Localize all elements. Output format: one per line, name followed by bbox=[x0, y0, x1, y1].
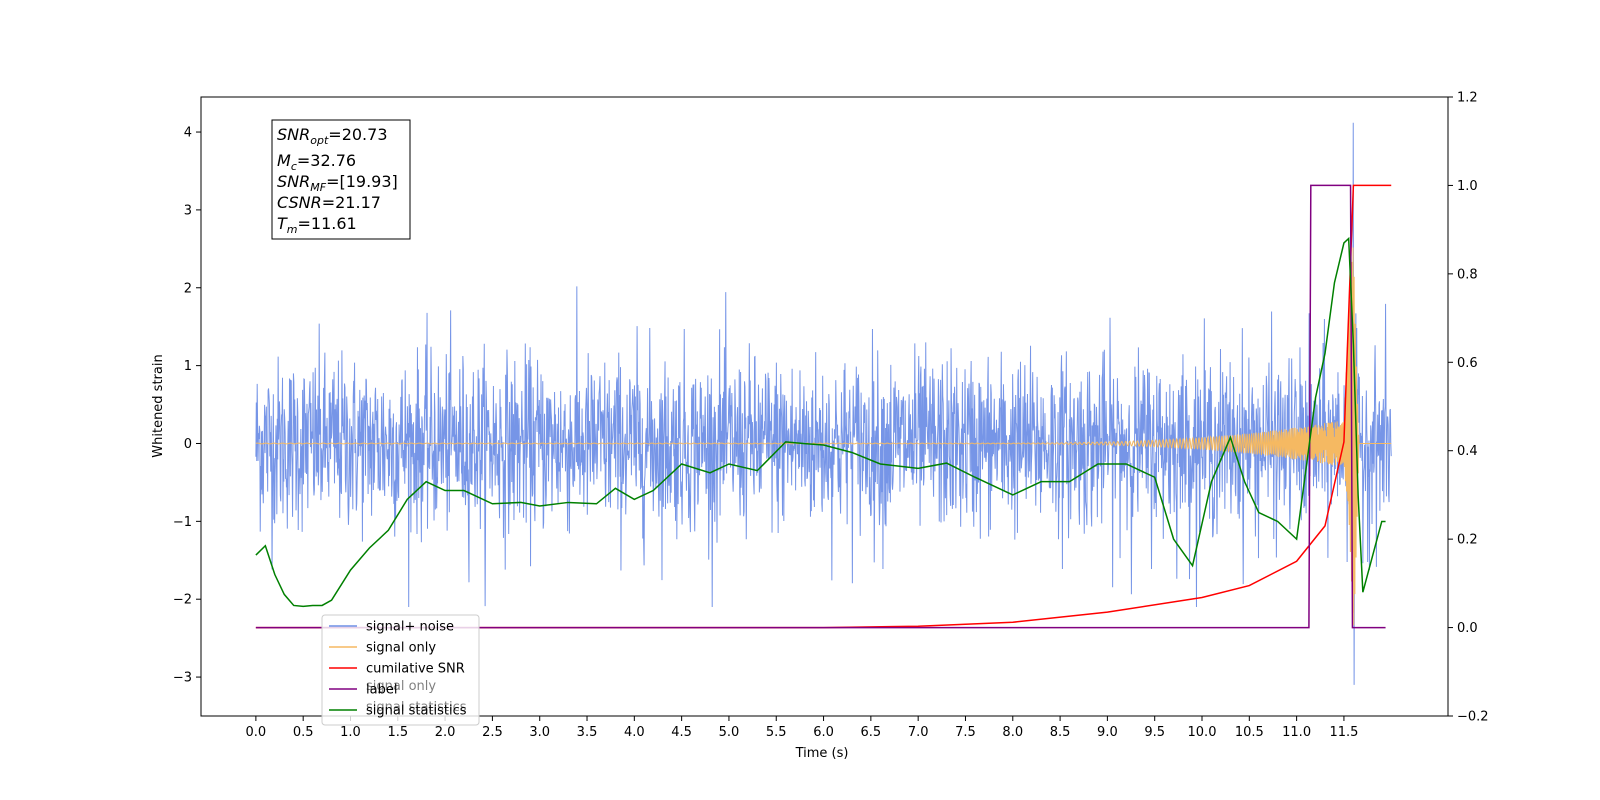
x-tick-label: 5.0 bbox=[719, 725, 740, 740]
y-right-tick-label: 0.0 bbox=[1457, 621, 1478, 636]
y-right-tick-label: 0.4 bbox=[1457, 444, 1478, 459]
y-left-tick-label: −2 bbox=[173, 593, 192, 608]
x-tick-label: 6.5 bbox=[861, 725, 882, 740]
annotation-line: CSNR=21.17 bbox=[277, 193, 381, 212]
x-tick-label: 4.5 bbox=[671, 725, 692, 740]
x-tick-label: 4.0 bbox=[624, 725, 645, 740]
x-tick-label: 7.0 bbox=[908, 725, 929, 740]
x-tick-label: 6.0 bbox=[813, 725, 834, 740]
x-tick-label: 7.5 bbox=[955, 725, 976, 740]
y-right-tick-label: 0.6 bbox=[1457, 356, 1478, 371]
legend-items: signal+ noise signal only cumilative SNR la… bbox=[329, 620, 467, 719]
x-tick-label: 9.5 bbox=[1144, 725, 1165, 740]
x-tick-label: 0.5 bbox=[293, 725, 314, 740]
x-tick-label: 11.0 bbox=[1282, 725, 1311, 740]
legend-label: signal only bbox=[366, 641, 436, 656]
y-right-tick-label: 1.0 bbox=[1457, 179, 1478, 194]
y-axis-title: Whitened strain bbox=[151, 354, 166, 457]
x-tick-label: 8.0 bbox=[1002, 725, 1023, 740]
y-left-tick-label: 1 bbox=[184, 359, 192, 374]
y-left-tick-label: 2 bbox=[184, 281, 192, 296]
x-tick-label: 1.5 bbox=[387, 725, 408, 740]
annotation-line: Mc=32.76 bbox=[277, 151, 356, 173]
y-left-tick-label: 0 bbox=[184, 437, 192, 452]
axes-frame bbox=[200, 96, 1449, 717]
series-signal-statistics bbox=[255, 236, 1386, 608]
y-right-tick-label: 0.8 bbox=[1457, 267, 1478, 282]
series-signal-noise bbox=[255, 122, 1392, 685]
x-tick-label: 10.0 bbox=[1188, 725, 1217, 740]
y-left-tick-label: 3 bbox=[184, 203, 192, 218]
y-axis-right: 1.2 1.0 0.8 0.6 0.4 0.2 0.0 −0.2 bbox=[1448, 91, 1489, 725]
annotation-box: SNRopt=20.73 Mc=32.76SNRMF=[19.93]CSNR=21… bbox=[271, 119, 411, 240]
y-left-tick-label: −1 bbox=[173, 515, 192, 530]
x-axis-title: Time (s) bbox=[795, 746, 849, 761]
y-right-tick-label: −0.2 bbox=[1457, 710, 1489, 725]
x-tick-label: 11.5 bbox=[1329, 725, 1358, 740]
y-left-tick-label: 4 bbox=[184, 126, 192, 141]
annotation-lines: SNRopt=20.73 Mc=32.76SNRMF=[19.93]CSNR=21… bbox=[277, 125, 398, 236]
y-axis-left: 4 3 2 1 0 −1 −2 −3 bbox=[173, 126, 201, 686]
ghost-legend: signal only signal statistics bbox=[366, 679, 467, 715]
x-tick-label: 1.0 bbox=[340, 725, 361, 740]
legend-label: signal statistics bbox=[366, 704, 467, 719]
x-tick-label: 9.0 bbox=[1097, 725, 1118, 740]
legend-label: label bbox=[366, 683, 397, 698]
legend: signal only signal statistics signal+ noi… bbox=[321, 614, 480, 726]
x-axis: 0.0 0.5 1.0 1.5 2.0 2.5 3.0 3.5 4.0 4.5 5.0 5.5 6.0 6… bbox=[246, 716, 1358, 740]
y-left-tick-label: −3 bbox=[173, 671, 192, 686]
x-tick-label: 10.5 bbox=[1235, 725, 1264, 740]
annotation-line: SNRMF=[19.93] bbox=[277, 172, 398, 194]
y-right-tick-label: 1.2 bbox=[1457, 91, 1478, 106]
x-tick-label: 3.5 bbox=[577, 725, 598, 740]
y-right-tick-label: 0.2 bbox=[1457, 533, 1478, 548]
x-tick-label: 8.5 bbox=[1050, 725, 1071, 740]
annotation-line: SNRopt=20.73 bbox=[277, 125, 388, 147]
legend-label: cumilative SNR bbox=[366, 662, 465, 677]
legend-frame bbox=[321, 614, 480, 726]
annotation-line: Tm=11.61 bbox=[277, 214, 357, 236]
ghost-legend-label: signal statistics bbox=[366, 700, 467, 715]
ghost-legend-label: signal only bbox=[366, 679, 436, 694]
series-signal-only bbox=[255, 247, 1392, 626]
annotation-frame bbox=[271, 119, 411, 240]
series-label bbox=[255, 184, 1386, 629]
x-tick-label: 2.0 bbox=[435, 725, 456, 740]
series-cumulative-snr bbox=[255, 184, 1392, 629]
x-tick-label: 5.5 bbox=[766, 725, 787, 740]
plot-area bbox=[255, 122, 1392, 685]
x-tick-label: 3.0 bbox=[529, 725, 550, 740]
legend-label: signal+ noise bbox=[366, 620, 454, 635]
x-tick-label: 2.5 bbox=[482, 725, 503, 740]
x-tick-label: 0.0 bbox=[246, 725, 267, 740]
